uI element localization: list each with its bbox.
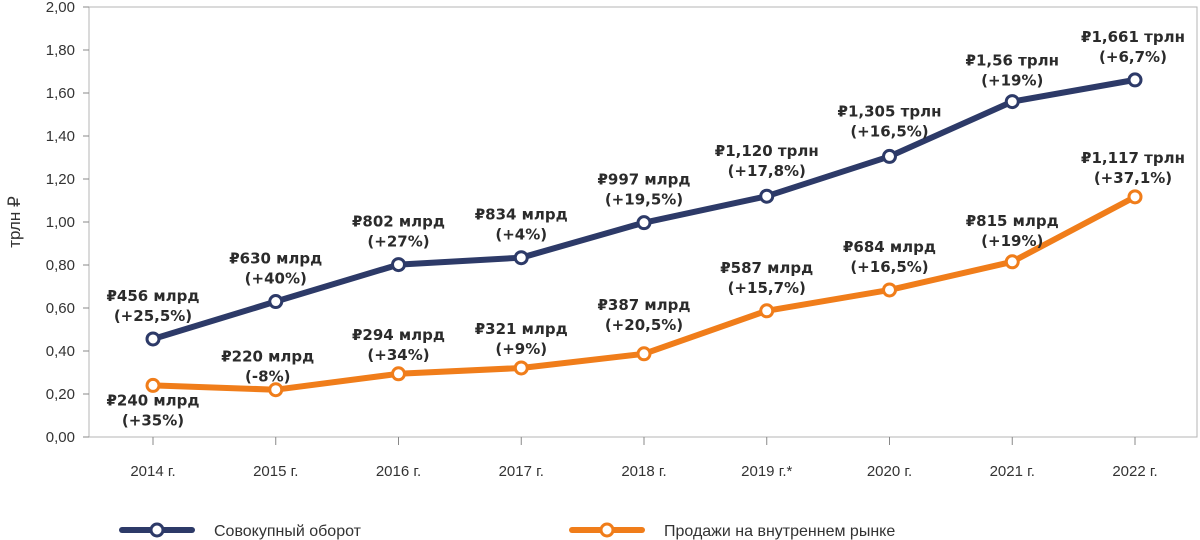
data-label-value: ₽456 млрд	[106, 287, 199, 305]
data-label-layer: ₽456 млрд (+25,5%) ₽630 млрд (+40%) ₽802 млр…	[106, 28, 1184, 430]
data-label-change: (+16,5%)	[850, 258, 928, 276]
y-tick-label: 1,80	[46, 42, 75, 59]
data-label-change: (+34%)	[367, 346, 429, 364]
data-label-value: ₽587 млрд	[720, 259, 813, 277]
data-label-value: ₽1,120 трлн	[715, 142, 819, 160]
x-tick-label: 2016 г.	[376, 463, 421, 480]
data-point	[145, 377, 161, 393]
data-point	[759, 303, 775, 319]
y-tick-label: 1,20	[46, 171, 75, 188]
data-label-change: (+16,5%)	[850, 122, 928, 140]
data-label-value: ₽630 млрд	[229, 250, 322, 268]
data-label-change: (+19%)	[981, 72, 1043, 90]
legend-swatch-marker	[149, 522, 165, 538]
y-tick-label: 1,60	[46, 85, 75, 102]
data-label-change: (+40%)	[245, 270, 307, 288]
data-label-change: (-8%)	[245, 368, 290, 386]
data-point	[636, 346, 652, 362]
x-tick-label: 2022 г.	[1112, 463, 1157, 480]
data-point	[513, 250, 529, 266]
data-label-change: (+19,5%)	[605, 191, 683, 209]
x-tick-label: 2019 г.*	[741, 463, 792, 480]
x-tick-label: 2015 г.	[253, 463, 298, 480]
y-tick-label: 0,60	[46, 300, 75, 317]
data-label-value: ₽294 млрд	[352, 326, 445, 344]
data-label-value: ₽802 млрд	[352, 213, 445, 231]
data-point	[391, 366, 406, 382]
data-label-value: ₽1,661 трлн	[1081, 28, 1185, 46]
data-label-value: ₽997 млрд	[597, 171, 690, 189]
series-layer	[145, 72, 1143, 398]
legend-label: Продажи на внутреннем рынке	[664, 523, 895, 540]
x-tick-label: 2021 г.	[990, 463, 1035, 480]
data-label-value: ₽1,56 трлн	[966, 52, 1059, 70]
x-tick-label: 2018 г.	[621, 463, 666, 480]
legend: Совокупный оборот Продажи на внутреннем р…	[119, 522, 895, 540]
data-label-change: (+25,5%)	[114, 307, 192, 325]
data-point	[759, 188, 775, 204]
data-label-value: ₽834 млрд	[475, 206, 568, 224]
data-label-change: (+17,8%)	[728, 162, 806, 180]
data-label-value: ₽815 млрд	[966, 212, 1059, 230]
y-tick-label: 0,40	[46, 343, 75, 360]
data-point	[882, 148, 897, 164]
data-point	[1004, 254, 1020, 270]
data-label-value: ₽220 млрд	[221, 348, 314, 366]
data-point	[1127, 72, 1143, 88]
data-label-change: (+9%)	[495, 340, 547, 358]
data-point	[268, 382, 284, 398]
data-point	[145, 331, 161, 347]
data-point	[1127, 189, 1143, 205]
data-point	[513, 360, 529, 376]
x-tick-label: 2020 г.	[867, 463, 912, 480]
data-label-change: (+37,1%)	[1094, 169, 1172, 187]
y-axis: 0,00 0,20 0,40 0,60 0,80 1,00 1,20 1,40 1,60 1,80…	[5, 0, 89, 446]
y-tick-label: 1,00	[46, 214, 75, 231]
data-label-change: (+27%)	[367, 233, 429, 251]
data-label-value: ₽684 млрд	[843, 238, 936, 256]
data-label-value: ₽1,117 трлн	[1081, 149, 1185, 167]
legend-swatch-marker	[599, 522, 615, 538]
data-label-change: (+4%)	[495, 226, 547, 244]
x-axis: 2014 г. 2015 г. 2016 г. 2017 г. 2018 г. 2019 …	[130, 437, 1158, 480]
y-tick-label: 2,00	[46, 0, 75, 16]
data-point	[636, 215, 652, 231]
data-label-change: (+35%)	[122, 411, 184, 429]
y-tick-label: 0,80	[46, 257, 75, 274]
data-label-change: (+19%)	[981, 232, 1043, 250]
data-label-value: ₽1,305 трлн	[838, 102, 942, 120]
data-label-change: (+15,7%)	[728, 279, 806, 297]
data-point	[882, 282, 897, 298]
data-label-value: ₽321 млрд	[475, 320, 568, 338]
x-tick-label: 2017 г.	[499, 463, 544, 480]
y-axis-title: трлн ₽	[5, 196, 24, 248]
data-point	[1004, 94, 1020, 110]
data-label-change: (+20,5%)	[605, 316, 683, 334]
y-tick-label: 1,40	[46, 128, 75, 145]
y-tick-label: 0,00	[46, 429, 75, 446]
data-point	[391, 257, 406, 273]
data-point	[268, 294, 284, 310]
data-label-change: (+6,7%)	[1099, 48, 1167, 66]
x-tick-label: 2014 г.	[130, 463, 175, 480]
y-tick-label: 0,20	[46, 386, 75, 403]
data-label-value: ₽387 млрд	[597, 296, 690, 314]
data-label-value: ₽240 млрд	[106, 391, 199, 409]
legend-label: Совокупный оборот	[214, 523, 362, 540]
